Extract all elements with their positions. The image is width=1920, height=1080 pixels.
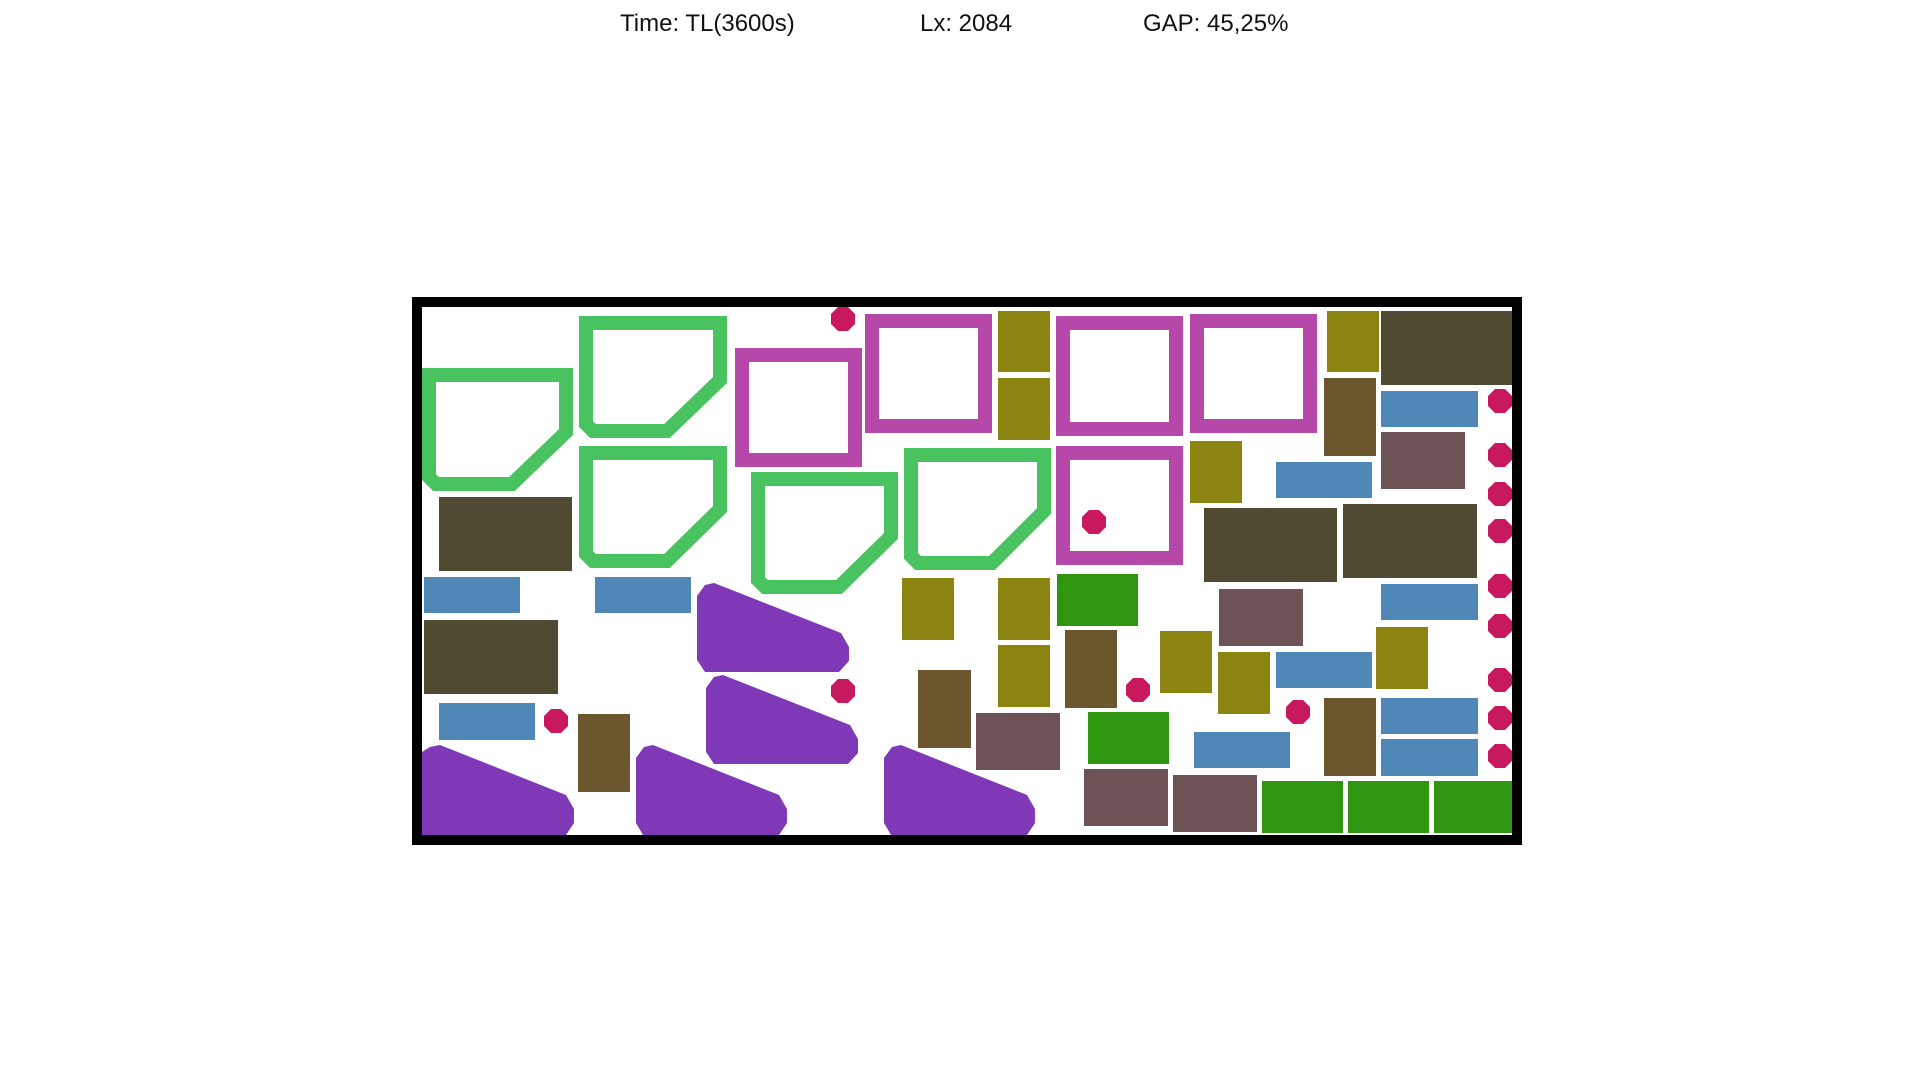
crimson-octagon bbox=[544, 709, 568, 733]
green-piece bbox=[1348, 781, 1429, 833]
purple-piece bbox=[884, 745, 1035, 835]
olive-piece bbox=[1327, 311, 1379, 372]
brown-piece bbox=[1324, 378, 1376, 456]
blue-piece bbox=[424, 577, 520, 613]
blue-piece bbox=[1381, 584, 1478, 620]
blue-piece bbox=[1276, 462, 1372, 498]
crimson-octagon bbox=[1488, 668, 1512, 692]
purple-piece bbox=[422, 745, 574, 835]
magenta-outline-piece bbox=[1056, 446, 1183, 565]
time-readout: Time: TL(3600s) bbox=[620, 10, 795, 37]
olive-piece bbox=[998, 645, 1050, 707]
olive-piece bbox=[1376, 627, 1428, 689]
olive-piece bbox=[998, 578, 1050, 640]
crimson-octagon bbox=[1488, 574, 1512, 598]
purple-piece bbox=[697, 583, 849, 672]
olive-piece bbox=[1218, 652, 1270, 714]
blue-piece bbox=[1381, 391, 1478, 427]
blue-piece bbox=[439, 703, 535, 740]
green-piece bbox=[1262, 781, 1343, 833]
magenta-outline-piece bbox=[1190, 314, 1317, 433]
brown-piece bbox=[918, 670, 971, 748]
green-outline-piece bbox=[751, 472, 898, 594]
blue-piece bbox=[1381, 739, 1478, 776]
green-outline-piece bbox=[904, 448, 1051, 570]
brown-piece bbox=[578, 714, 630, 792]
taupe-piece bbox=[1381, 432, 1465, 489]
green-outline-piece bbox=[579, 446, 727, 568]
olive-piece bbox=[1160, 631, 1212, 693]
olive-piece bbox=[902, 578, 954, 640]
lx-readout: Lx: 2084 bbox=[920, 10, 1013, 37]
taupe-piece bbox=[1084, 769, 1168, 826]
dark-olive-piece bbox=[424, 620, 558, 694]
green-piece bbox=[1088, 712, 1169, 764]
purple-piece bbox=[706, 675, 858, 764]
crimson-octagon bbox=[1488, 482, 1512, 506]
crimson-octagon bbox=[1488, 519, 1512, 543]
container-border bbox=[412, 297, 1522, 845]
dark-olive-piece bbox=[1381, 311, 1512, 385]
dark-olive-piece bbox=[1343, 504, 1477, 578]
dark-olive-piece bbox=[1204, 508, 1337, 582]
crimson-octagon bbox=[1488, 744, 1512, 768]
crimson-octagon bbox=[1488, 614, 1512, 638]
olive-piece bbox=[998, 311, 1050, 372]
blue-piece bbox=[1194, 732, 1290, 768]
crimson-octagon bbox=[1126, 678, 1150, 702]
blue-piece bbox=[1276, 652, 1372, 688]
dark-olive-piece bbox=[439, 497, 572, 571]
crimson-octagon bbox=[1488, 706, 1512, 730]
crimson-octagon bbox=[831, 307, 855, 331]
taupe-piece bbox=[1219, 589, 1303, 646]
taupe-piece bbox=[1173, 775, 1257, 832]
crimson-octagon bbox=[831, 679, 855, 703]
brown-piece bbox=[1324, 698, 1376, 776]
olive-piece bbox=[1190, 441, 1242, 503]
olive-piece bbox=[998, 378, 1050, 440]
magenta-outline-piece bbox=[735, 348, 862, 467]
green-outline-piece bbox=[579, 316, 727, 438]
purple-piece bbox=[636, 745, 787, 835]
magenta-outline-piece bbox=[865, 314, 992, 433]
crimson-octagon bbox=[1488, 389, 1512, 413]
blue-piece bbox=[595, 577, 691, 613]
crimson-octagon bbox=[1082, 510, 1106, 534]
crimson-octagon bbox=[1488, 443, 1512, 467]
magenta-outline-piece bbox=[1056, 316, 1183, 436]
green-piece bbox=[1057, 574, 1138, 626]
brown-piece bbox=[1065, 630, 1117, 708]
taupe-piece bbox=[976, 713, 1060, 770]
blue-piece bbox=[1381, 698, 1478, 734]
gap-readout: GAP: 45,25% bbox=[1143, 10, 1289, 37]
green-outline-piece bbox=[422, 368, 573, 491]
green-piece bbox=[1434, 781, 1512, 833]
crimson-octagon bbox=[1286, 700, 1310, 724]
